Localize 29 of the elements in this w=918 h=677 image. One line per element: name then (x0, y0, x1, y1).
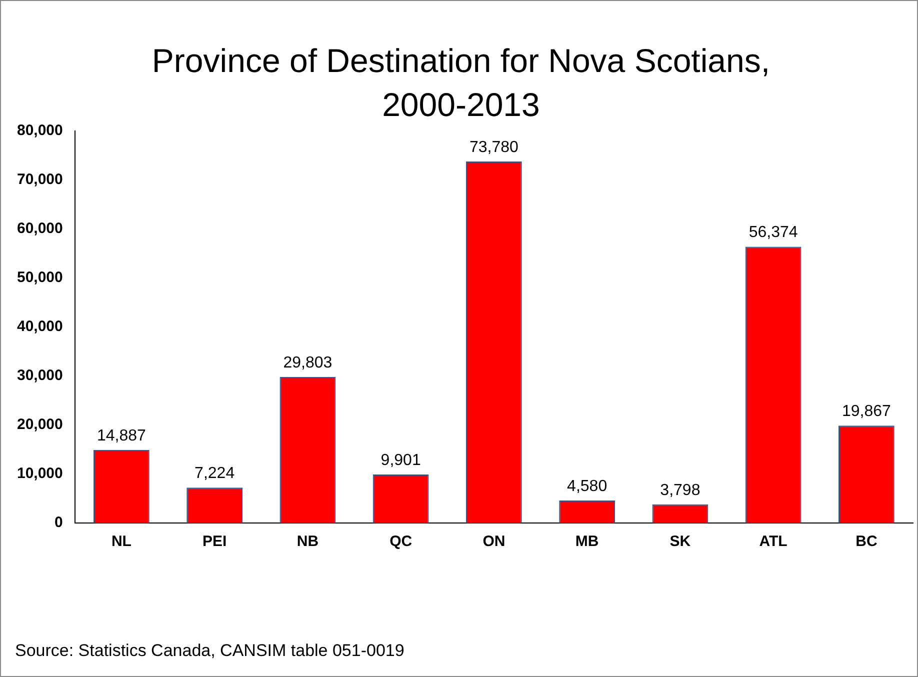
y-tick-label: 10,000 (16, 465, 63, 482)
y-tick-label: 40,000 (16, 318, 63, 336)
data-label: 3,798 (660, 482, 700, 499)
source-note: Source: Statistics Canada, CANSIM table 051-0019 (15, 641, 404, 661)
y-tick-label: 60,000 (16, 220, 63, 238)
x-tick-label: ON (482, 533, 506, 550)
data-label: 29,803 (283, 354, 332, 372)
chart-title: Province of Destination for Nova Scotians, 2000-2013 (150, 41, 772, 125)
y-tick-label: 70,000 (16, 171, 63, 188)
y-tick-label: 80,000 (16, 122, 63, 140)
y-tick-label: 20,000 (16, 416, 63, 434)
x-tick-label: ATL (759, 533, 788, 550)
x-tick-label: NL (111, 533, 132, 550)
data-label: 56,374 (748, 224, 798, 242)
x-tick-label: SK (670, 533, 691, 550)
x-tick-label: BC (856, 533, 878, 550)
data-label: 7,224 (194, 465, 235, 482)
x-tick-label: MB (575, 533, 599, 550)
x-tick-label: PEI (202, 533, 227, 550)
data-label: 73,780 (469, 138, 519, 156)
data-label: 9,901 (380, 452, 421, 469)
data-label: 19,867 (842, 403, 892, 420)
y-tick-label: 0 (54, 514, 63, 532)
data-label: 4,580 (567, 478, 608, 495)
x-tick-label: NB (296, 533, 319, 550)
y-tick-label: 50,000 (16, 269, 63, 286)
x-tick-label: QC (390, 533, 412, 550)
data-label: 14,887 (96, 427, 146, 444)
y-tick-label: 30,000 (16, 367, 63, 384)
